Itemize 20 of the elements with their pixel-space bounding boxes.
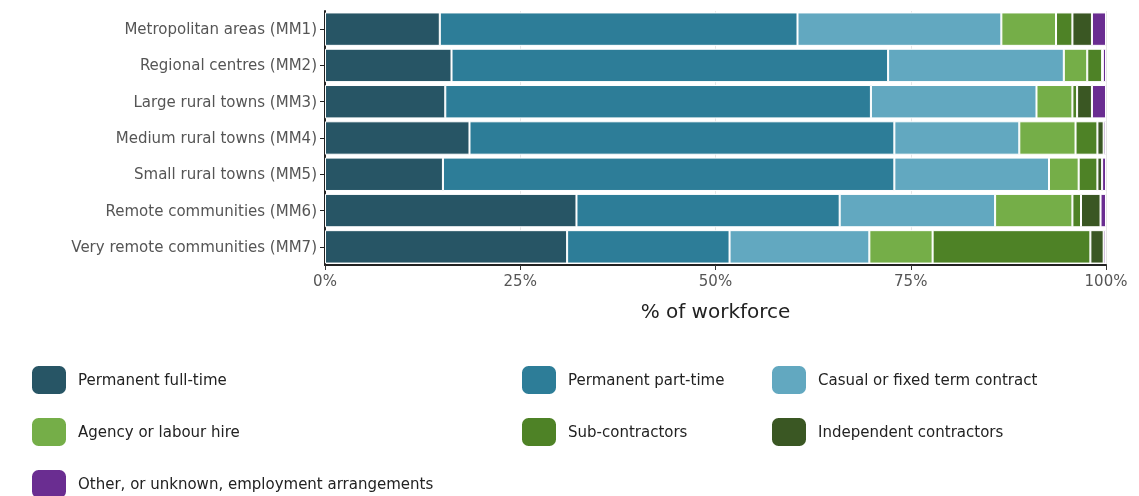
x-axis-title: % of workforce: [640, 299, 791, 323]
y-tick-label: Very remote communities (MM7): [71, 237, 317, 256]
x-tick-label: 50%: [698, 271, 733, 290]
y-tick-label: Large rural towns (MM3): [133, 92, 317, 111]
legend-label: Casual or fixed term contract: [818, 371, 1038, 389]
x-tick-label: 100%: [1084, 271, 1128, 290]
legend-label: Sub-contractors: [568, 423, 688, 441]
x-tick-label: 0%: [313, 271, 337, 290]
x-tick-label: 25%: [503, 271, 537, 290]
legend-label: Permanent full-time: [78, 371, 227, 389]
x-tick-label: 75%: [894, 271, 928, 290]
y-tick-label: Metropolitan areas (MM1): [124, 20, 317, 39]
legend-label: Permanent part-time: [568, 371, 725, 389]
y-tick-label: Remote communities (MM6): [105, 201, 317, 220]
legend-label: Agency or labour hire: [78, 423, 240, 441]
y-tick-label: Regional centres (MM2): [139, 56, 317, 75]
y-tick-label: Medium rural towns (MM4): [115, 129, 317, 147]
legend-label: Independent contractors: [818, 423, 1004, 441]
legend-label: Other, or unknown, employment arrangements: [78, 475, 434, 493]
y-tick-label: Small rural towns (MM5): [134, 165, 317, 184]
